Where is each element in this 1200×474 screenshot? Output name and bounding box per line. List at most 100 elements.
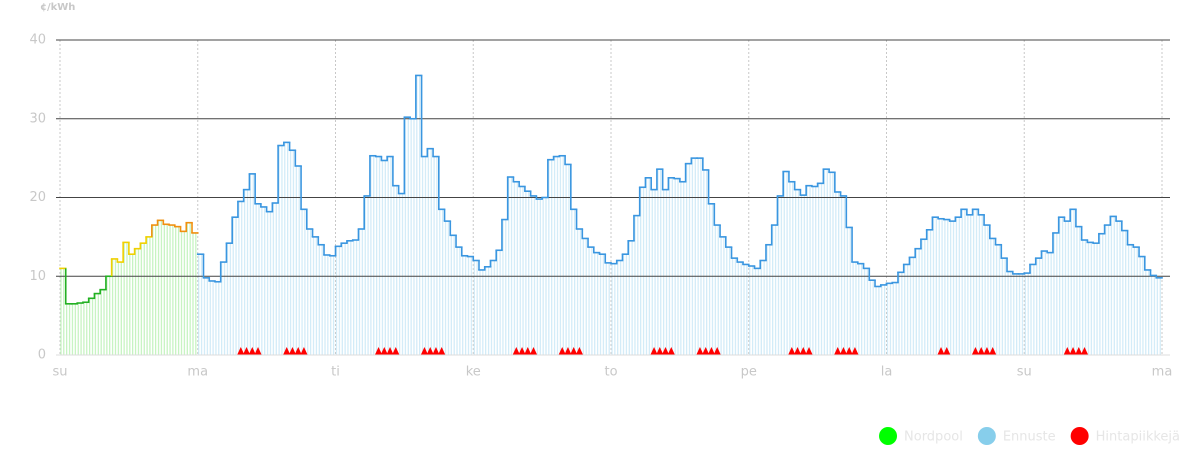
x-tick-label: su: [1017, 365, 1032, 380]
hour-fill: [1024, 273, 1030, 355]
hour-fill: [662, 189, 669, 355]
hour-fill: [1052, 232, 1059, 355]
hour-fill: [788, 181, 795, 355]
hour-fill: [656, 169, 663, 355]
hour-fill: [71, 303, 78, 355]
hour-fill: [65, 303, 72, 355]
spike-marker: [438, 347, 446, 355]
x-tick-label: ma: [187, 365, 208, 380]
hour-fill: [972, 209, 979, 355]
hour-fill: [748, 266, 755, 355]
hour-fill: [720, 236, 726, 355]
spike-marker: [799, 347, 807, 355]
hour-fill: [559, 155, 566, 355]
hour-fill: [1035, 258, 1042, 355]
hour-fill: [232, 217, 238, 355]
spike-marker: [977, 347, 985, 355]
x-tick-label: to: [604, 365, 617, 380]
hour-fill: [806, 185, 812, 355]
hour-fill: [174, 226, 181, 355]
spike-marker: [713, 347, 721, 355]
hour-fill: [1104, 225, 1111, 355]
hour-fill: [702, 169, 709, 355]
hour-fill: [117, 262, 124, 355]
spike-marker: [420, 347, 428, 355]
hour-fill: [886, 283, 893, 355]
spike-marker: [426, 347, 434, 355]
legend-label[interactable]: Nordpool: [904, 430, 963, 445]
hour-fill: [312, 236, 319, 355]
hour-fill: [622, 254, 629, 355]
hour-fill: [186, 222, 193, 355]
hour-fill: [1081, 240, 1088, 355]
spike-marker: [851, 347, 859, 355]
hour-fill: [616, 260, 623, 355]
hour-fill: [674, 178, 680, 355]
spike-marker: [512, 347, 520, 355]
spike-marker: [564, 347, 572, 355]
spike-marker: [696, 347, 704, 355]
spike-marker: [558, 347, 566, 355]
y-tick-label: 30: [29, 111, 46, 126]
hour-fill: [352, 240, 359, 355]
hour-fill: [731, 258, 738, 355]
hour-fill: [467, 256, 474, 355]
hour-fill: [60, 268, 66, 355]
hour-fill: [875, 286, 881, 355]
spike-marker: [707, 347, 715, 355]
hour-fill: [1012, 273, 1019, 355]
y-tick-label: 10: [29, 269, 46, 284]
hour-fill: [530, 195, 537, 355]
hour-fill: [961, 209, 967, 355]
hour-fill: [966, 214, 973, 355]
hour-fill: [679, 181, 686, 355]
hour-fill: [932, 217, 939, 355]
hour-fill: [324, 254, 330, 355]
legend-swatch[interactable]: [1070, 427, 1089, 445]
spike-marker: [937, 347, 945, 355]
hour-fill: [1047, 252, 1053, 355]
y-tick-label: 0: [38, 348, 46, 363]
spike-marker: [530, 347, 538, 355]
hour-fill: [1139, 256, 1145, 355]
hour-fill: [593, 252, 600, 355]
spike-marker: [283, 347, 291, 355]
spike-marker: [237, 347, 245, 355]
hour-fill: [817, 183, 824, 355]
hour-fill: [840, 195, 847, 355]
legend-swatch[interactable]: [977, 427, 996, 445]
legend-label[interactable]: Hintapiikkejä: [1096, 430, 1180, 445]
hour-fill: [938, 218, 944, 355]
spike-marker: [432, 347, 440, 355]
spike-marker: [662, 347, 670, 355]
x-tick-label: la: [881, 365, 893, 380]
hour-fill: [536, 199, 543, 355]
legend-swatch[interactable]: [879, 427, 898, 445]
spike-marker: [839, 347, 847, 355]
hour-fill: [645, 177, 652, 355]
legend-label[interactable]: Ennuste: [1003, 430, 1056, 445]
hour-fill: [794, 189, 801, 355]
spike-marker: [254, 347, 262, 355]
hour-fill: [1001, 258, 1008, 355]
hour-fill: [100, 289, 106, 355]
hour-fill: [134, 248, 141, 355]
hour-fill: [82, 302, 89, 355]
spike-marker: [380, 347, 388, 355]
hour-fill: [496, 250, 502, 355]
hour-fill: [1121, 230, 1128, 355]
hour-fill: [605, 262, 611, 355]
hour-fill: [306, 229, 313, 355]
hour-fill: [94, 293, 101, 355]
hour-fill: [278, 145, 284, 355]
hour-fill: [1018, 273, 1025, 355]
x-tick-label: ma: [1152, 365, 1173, 380]
hour-fill: [398, 193, 405, 355]
hour-fill: [473, 260, 479, 355]
x-tick-label: ke: [466, 365, 481, 380]
hour-fill: [576, 229, 583, 355]
spike-marker: [392, 347, 400, 355]
hour-fill: [519, 186, 525, 355]
hour-fill: [249, 173, 256, 355]
hour-fill: [335, 246, 342, 355]
